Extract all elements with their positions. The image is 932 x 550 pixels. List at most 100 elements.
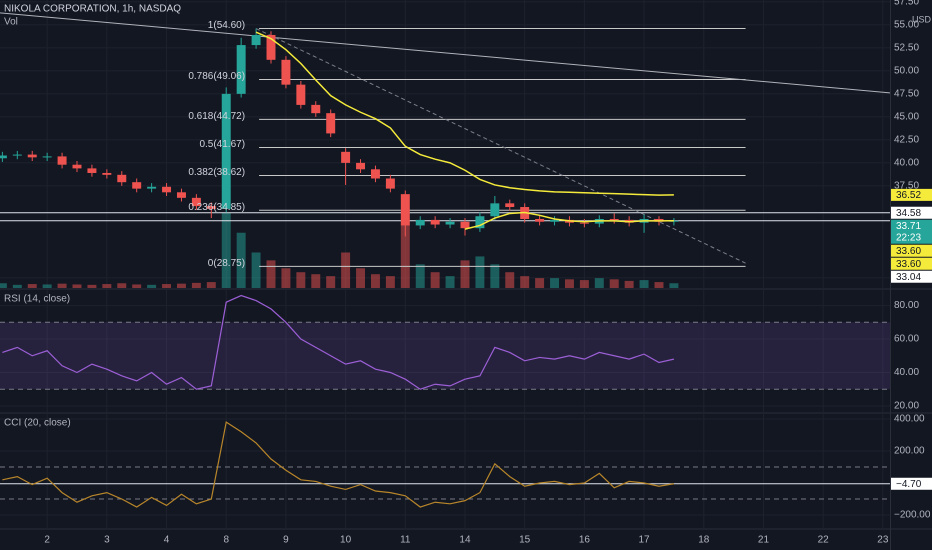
candle-body [535,218,545,222]
x-tick-label: 11 [400,535,411,546]
y-tick-label: 57.50 [894,0,919,7]
candle-body [445,221,455,225]
volume-bar [445,276,455,288]
y-tick-label: 52.50 [894,42,919,53]
candle-body [147,186,157,189]
candle-body [191,197,201,207]
price-tag [891,270,932,283]
x-tick-label: 22 [818,535,830,546]
volume-bar [326,276,336,288]
volume-bar [176,283,186,288]
candle-body [27,154,37,158]
volume-bar [12,284,22,288]
x-tick-label: 16 [579,535,591,546]
price-tag [891,206,932,219]
volume-bar [311,274,321,288]
candle-body [72,164,82,169]
x-tick-label: 21 [758,535,770,546]
candle-body [311,104,321,114]
volume-bar [162,284,172,288]
volume-bar [57,283,67,288]
current-tag-label: −4.70 [896,479,922,490]
price-tag-label: 33.71 [896,221,921,232]
y-tick-label: −200.00 [894,510,931,521]
moving-average [255,31,674,196]
y-tick-label: 60.00 [894,334,919,345]
candle-body [251,34,261,46]
candle-body [87,168,97,173]
overlay: NIKOLA CORPORATION, 1h, NASDAQ Vol USD R… [4,0,932,521]
candle-body [281,59,291,85]
volume-bar [87,284,97,288]
plot: 2 3 4 8 9 10 11 14 15 16 17 18 21 22 23 [0,0,891,546]
current-tag [891,477,932,490]
volume-bar [356,268,366,288]
y-tick-label: 47.50 [894,88,919,99]
candle-body [266,34,276,60]
y-tick-label: 45.00 [894,111,919,122]
volume-bar [370,274,380,288]
fib-label: 0.5(41.67) [199,139,245,150]
candle-body [356,162,366,170]
cci-title: CCI (20, close) [4,418,71,429]
volume-bar [296,272,306,288]
y-tick-label: 20.00 [894,401,919,412]
x-tick-label: 10 [340,535,352,546]
candle-body [236,45,246,94]
trend-line [0,12,891,94]
fib-label: 1(54.60) [208,20,245,31]
candle-body [415,219,425,226]
fib-label: 0(28.75) [208,258,245,269]
candle-body [117,174,127,183]
y-tick-label: 40.00 [894,367,919,378]
y-tick-label: 40.00 [894,158,919,169]
candle-body [550,219,560,222]
rsi-title: RSI (14, close) [4,294,70,305]
volume-bar [594,278,604,288]
volume-bar [460,260,470,288]
volume-bar [341,252,351,288]
fib-label: 0.236(34.85) [188,202,245,213]
indicator-line [2,421,675,508]
candle-body [221,93,231,209]
y-tick-label: 400.00 [894,414,925,425]
price-tag [891,219,932,244]
volume-bar [669,283,679,288]
candle-body [176,192,186,198]
candle-body [400,194,410,226]
volume-bar [72,284,82,288]
fib-label: 0.618(44.72) [188,111,245,122]
volume-bar [0,283,7,288]
volume-bar [475,256,485,288]
volume-bar [251,252,261,288]
volume-bar [505,272,515,288]
x-tick-label: 18 [698,535,710,546]
volume-bar [654,282,664,288]
x-tick-label: 3 [104,535,110,546]
y-tick-label: 80.00 [894,300,919,311]
candle-body [162,186,172,193]
countdown: 22:23 [896,232,921,243]
chart-title: NIKOLA CORPORATION, 1h, NASDAQ [4,4,181,15]
volume-bar [520,276,530,288]
price-tag-label: 34.58 [896,208,921,219]
candle-body [385,178,395,189]
volume-bar [564,279,574,288]
y-tick-label: 37.50 [894,181,919,192]
moving-average [464,211,674,230]
x-tick-label: 9 [283,535,289,546]
volume-bar [221,213,231,288]
price-tag-label: 33.04 [896,272,921,283]
price-tag-label: 33.60 [896,259,921,270]
volume-bar [535,278,545,288]
x-tick-label: 15 [519,535,531,546]
candle-body [475,216,485,229]
volume-bar [42,284,52,288]
y-tick-label: 42.50 [894,135,919,146]
volume-bar [147,284,157,288]
volume-bar [400,224,410,288]
band-fill [0,322,890,390]
volume-label: Vol [4,17,18,28]
volume-bar [385,276,395,288]
